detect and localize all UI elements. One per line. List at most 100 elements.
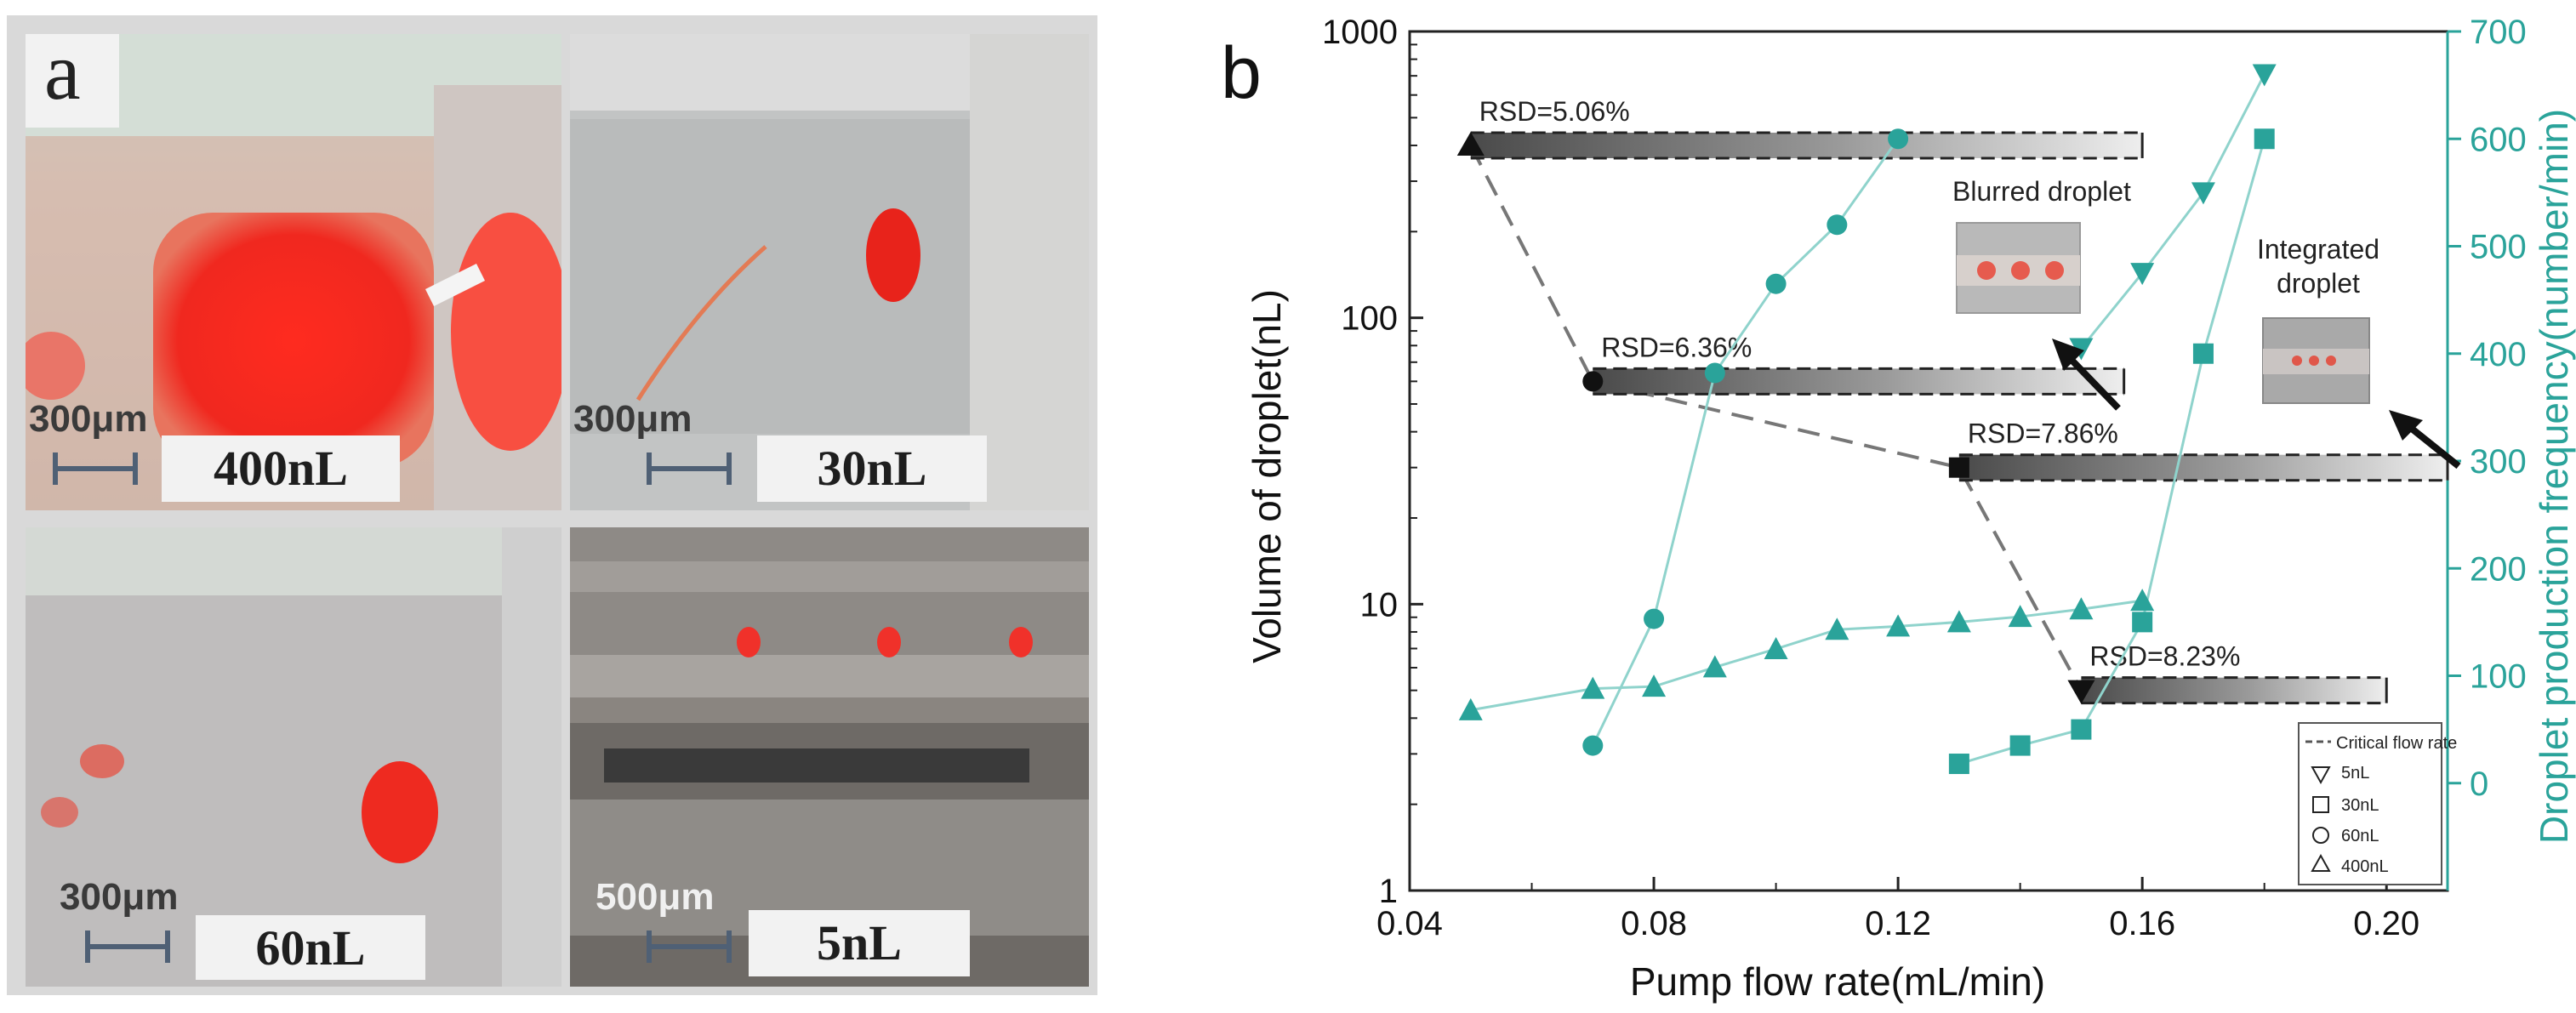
y-left-tick-label: 100: [1341, 300, 1398, 338]
frequency-line-60nL: [1591, 138, 1900, 747]
x-axis-label: Pump flow rate(mL/min): [1630, 959, 2045, 1004]
rsd-label: RSD=6.36%: [1601, 332, 1752, 362]
rsd-label: RSD=5.06%: [1479, 96, 1630, 127]
scale-bar-tick: [647, 452, 652, 485]
y-left-tick-label: 10: [1360, 586, 1399, 623]
volume-label: 30nL: [757, 435, 987, 502]
x-tick-label: 0.08: [1621, 905, 1687, 942]
y-right-tick-label: 400: [2470, 336, 2527, 373]
triangle-up-icon: [2311, 853, 2331, 872]
arrow-icon: [2389, 410, 2461, 470]
droplet-photo-60nl-art: [26, 527, 561, 987]
frequency-point-400nL: [1825, 617, 1849, 640]
critical-bar-fill: [1593, 368, 2124, 395]
x-tick-label: 0.12: [1865, 905, 1931, 942]
scale-bar-tick: [85, 930, 90, 963]
chart-svg: b 0.04 0.08 0.12 0.16 0.20 1 10 100 1000 0 100 200 3…: [1221, 14, 2576, 1004]
scale-bar-tick: [647, 930, 652, 963]
scale-bar: [647, 466, 732, 471]
frequency-point-5nL: [2069, 338, 2094, 361]
frequency-point-30nL: [2254, 128, 2275, 150]
volume-label: 60nL: [196, 915, 425, 980]
volume-point-400nL: [1456, 131, 1485, 156]
droplet-photo-30nl: [570, 34, 1089, 510]
y-right-tick-label: 200: [2470, 550, 2527, 588]
scale-label: 500μm: [596, 876, 715, 918]
axis-ticks: 0.04 0.08 0.12 0.16 0.20 1 10 100 1000 0 100 200 300…: [1322, 14, 2527, 942]
critical-bar-fill: [1958, 454, 2448, 481]
frequency-point-60nL: [1888, 128, 1909, 150]
droplet-photo-400nl-art: [26, 34, 561, 510]
x-tick-label: 0.20: [2353, 905, 2419, 942]
annotation-integrated-droplet-line1: Integrated: [2257, 234, 2379, 265]
scale-bar: [85, 944, 170, 949]
annotation-blurred-droplet: Blurred droplet: [1952, 176, 2131, 207]
scale-bar: [53, 466, 138, 471]
scale-bar: [647, 944, 732, 949]
legend-entry: Critical flow rate: [2336, 734, 2457, 753]
y-right-tick-label: 100: [2470, 658, 2527, 696]
critical-flow-bars: RSD=5.06% RSD=6.36% RSD=7.86% RSD=8.23%: [1470, 96, 2449, 705]
x-tick-label: 0.16: [2109, 905, 2175, 942]
frequency-point-5nL: [2191, 182, 2215, 205]
scale-bar-tick: [165, 930, 170, 963]
y-right-tick-label: 500: [2470, 229, 2527, 266]
triangle-down-icon: [2311, 766, 2331, 785]
volume-trend-line: [1468, 145, 2083, 691]
scale-bar-tick: [133, 452, 138, 485]
droplet-photo-5nl-art: [570, 527, 1089, 987]
volume-label: 5nL: [749, 910, 970, 976]
frequency-point-400nL: [2130, 589, 2155, 612]
frequency-point-30nL: [2009, 735, 2031, 756]
circle-icon: [2312, 827, 2329, 844]
volume-trend-path: [1468, 145, 2083, 691]
scale-label: 300μm: [60, 876, 179, 918]
droplet-photo-400nl: [26, 34, 561, 510]
frequency-markers: [1458, 64, 2277, 775]
legend-entry: 5nL: [2341, 764, 2369, 783]
y-right-tick-label: 600: [2470, 121, 2527, 158]
frequency-point-400nL: [1702, 655, 1727, 678]
frequency-point-5nL: [2130, 263, 2155, 286]
scale-bar-tick: [727, 452, 732, 485]
frequency-point-400nL: [1581, 676, 1605, 699]
volume-label: 400nL: [162, 435, 400, 502]
frequency-point-60nL: [1827, 214, 1848, 236]
frequency-point-400nL: [1764, 636, 1788, 659]
panel-letter-box: [26, 34, 119, 128]
volume-point-5nL: [2067, 680, 2095, 704]
y-right-tick-label: 0: [2470, 765, 2488, 803]
annotation-integrated-droplet-line2: droplet: [2277, 268, 2360, 299]
frequency-point-30nL: [1948, 754, 1969, 775]
frequency-point-60nL: [1644, 608, 1665, 629]
droplet-photo-5nl: [570, 527, 1089, 987]
square-icon: [2312, 796, 2329, 813]
droplet-photo-60nl: [26, 527, 561, 987]
legend-entry: 60nL: [2341, 827, 2379, 845]
arrow-icon: [2052, 339, 2121, 411]
frequency-point-5nL: [2252, 64, 2277, 87]
y-right-tick-label: 300: [2470, 443, 2527, 481]
inset-blurred-droplet: [1956, 222, 2081, 314]
volume-markers: [1456, 131, 2095, 704]
volume-point-30nL: [1948, 457, 1969, 478]
y-axis-left-label: Volume of droplet(nL): [1245, 289, 1289, 663]
legend-entry: 30nL: [2341, 796, 2379, 815]
frequency-point-400nL: [2069, 597, 2094, 620]
y-left-tick-label: 1000: [1322, 14, 1398, 51]
frequency-line-400nL: [1470, 599, 2143, 712]
panel-a: a 300μm 400nL 300μm 30nL 300μm 60nL: [0, 0, 1106, 1009]
frequency-point-30nL: [2071, 719, 2092, 740]
rsd-label: RSD=7.86%: [1968, 418, 2118, 449]
frequency-point-30nL: [2192, 343, 2214, 364]
frequency-point-400nL: [1946, 610, 1971, 633]
panel-letter-a: a: [44, 26, 81, 117]
y-axis-right-label: Droplet production frequency(number/min): [2532, 109, 2576, 844]
y-right-tick-label: 700: [2470, 14, 2527, 51]
x-tick-label: 0.04: [1376, 905, 1443, 942]
legend-entry: 400nL: [2341, 857, 2389, 876]
scale-bar-tick: [727, 930, 732, 963]
critical-bar-fill: [2081, 677, 2387, 703]
frequency-point-400nL: [1886, 614, 1911, 637]
frequency-point-60nL: [1765, 273, 1787, 294]
